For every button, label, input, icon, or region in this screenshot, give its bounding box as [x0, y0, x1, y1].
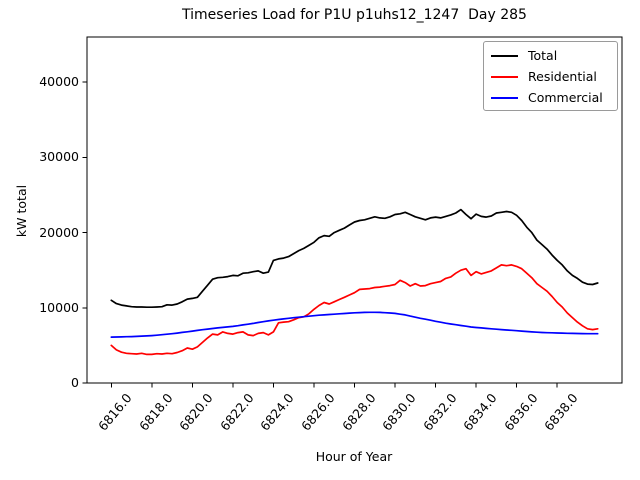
- legend-item-residential: Residential: [484, 66, 617, 87]
- chart-title: Timeseries Load for P1U p1uhs12_1247 Day…: [182, 7, 527, 23]
- series-line-total: [110, 208, 599, 309]
- y-tick-label: 0: [71, 375, 79, 390]
- legend-item-total: Total: [484, 45, 617, 66]
- y-tick-label: 10000: [39, 299, 79, 315]
- legend-total-line-icon: [491, 54, 518, 57]
- series-line-commercial: [110, 311, 599, 338]
- y-tick-label: 40000: [39, 74, 79, 90]
- y-tick-label: 20000: [39, 224, 79, 240]
- x-axis-label: Hour of Year: [315, 449, 393, 464]
- series-line-residential: [110, 264, 599, 356]
- legend-commercial-line-icon: [491, 96, 518, 99]
- legend-residential-line-icon: [491, 75, 518, 78]
- legend-residential-label: Residential: [528, 68, 597, 84]
- legend-total-label: Total: [528, 47, 558, 63]
- legend-item-commercial: Commercial: [484, 87, 617, 108]
- y-tick-label: 30000: [39, 149, 79, 165]
- y-axis-label: kW total: [14, 184, 29, 238]
- legend: Total Residential Commercial: [483, 41, 618, 111]
- legend-commercial-label: Commercial: [528, 89, 603, 105]
